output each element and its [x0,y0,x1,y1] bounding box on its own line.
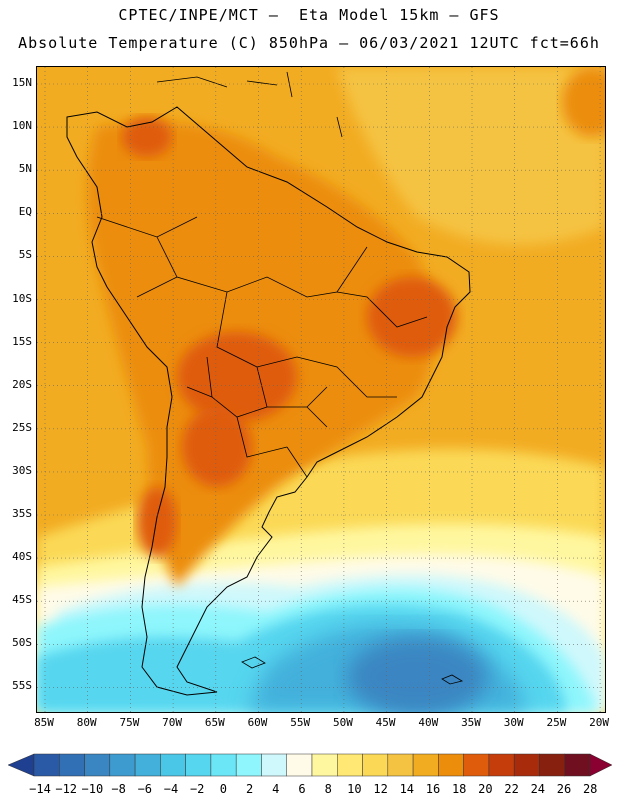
lat-label: EQ [18,205,32,219]
lon-label: 40W [418,716,439,729]
temperature-field [37,67,605,712]
colorbar-tick-label: 28 [582,782,598,796]
colorbar-tick-label: −14 [29,782,51,796]
colorbar-tick-label: 24 [530,782,546,796]
field-cold-core [347,637,487,712]
south-georgia [441,674,464,685]
graticule [37,67,605,712]
lat-label: 5S [18,248,32,262]
colorbar-segment [210,753,237,777]
lon-label: 35W [461,716,481,729]
lat-label: 25S [12,420,32,434]
field-hot-colombia [122,117,172,157]
chart-title-line1: CPTEC/INPE/MCT – Eta Model 15km – GFS [118,6,500,24]
chart-title-line2: Absolute Temperature (C) 850hPa – 06/03/… [18,34,600,52]
colorbar-tick-label: 22 [504,782,519,796]
lon-label: 25W [546,716,567,729]
lon-label: 30W [503,716,524,729]
colorbar-tick-label: 8 [324,782,332,796]
field-hot-chaco [177,332,297,422]
lon-label: 70W [162,716,183,729]
colorbar-segment [160,753,186,777]
colorbar-tick-label: 16 [425,782,441,796]
lat-label: 10S [12,291,32,305]
lon-label: 85W [34,716,54,729]
lon-label: 60W [247,716,268,729]
field-ocean-ne [337,67,605,245]
lat-label: 20S [12,377,32,391]
lat-label: 50S [12,636,32,650]
lon-label: 20W [589,716,610,729]
lon-label: 65W [204,716,225,729]
colorbar-tick-label: −10 [81,782,104,796]
colorbar-segment [84,753,111,777]
colorbar-tick-label: 14 [399,782,415,796]
colorbar-tick-label: −8 [111,782,126,796]
field-hot-andes [137,487,177,557]
colorbar-tick-label: 4 [272,782,280,796]
colorbar-segment [463,753,490,777]
colorbar-min-arrow [7,753,35,777]
colorbar-segment [488,753,515,777]
colorbar-segment [109,753,136,777]
colorbar-tick-label: −4 [163,782,179,796]
colorbar-segment [438,753,464,777]
colorbar-segment [286,753,313,777]
colorbar-tick-label: −6 [137,782,153,796]
colorbar-segment [362,753,389,777]
lon-label: 50W [332,716,353,729]
colorbar-segment [59,753,85,777]
colorbar-segment [513,753,540,777]
lat-label: 10N [12,119,32,133]
coastline-south-america [66,106,471,696]
field-hot-argentina [182,407,252,487]
colorbar-segment [185,753,212,777]
lon-label: 80W [76,716,97,729]
colorbar-segment [337,753,363,777]
colorbar-segment [235,753,262,777]
lat-label: 15N [12,76,32,89]
lon-label: 75W [119,716,140,729]
colorbar-segment [134,753,161,777]
colorbar-tick-label: −2 [189,782,205,796]
lat-label: 35S [12,507,32,520]
colorbar-tick-label: 0 [219,782,227,796]
lon-label: 55W [290,716,311,729]
colorbar-tick-label: 6 [298,782,306,796]
colorbar-tick-label: 2 [245,782,254,796]
field-hot-ne-brazil [367,277,457,357]
colorbar-tick-label: 26 [556,782,572,796]
colorbar-segment [33,753,60,777]
colorbar-segment [261,753,287,777]
colorbar-segment [387,753,414,777]
lon-label: 45W [375,716,396,729]
colorbar-segment [564,753,591,777]
lat-label: 40S [12,550,32,564]
colorbar-segment [311,753,338,777]
colorbar-max-arrow [589,753,613,777]
lat-label: 45S [12,593,32,607]
country-borders [96,216,428,478]
lat-label: 30S [12,463,32,477]
lat-label: 15S [12,334,32,348]
lat-label: 5N [18,162,32,176]
colorbar-segment [412,753,439,777]
lat-label: 55S [12,679,32,693]
falkland-islands [241,656,266,669]
colorbar-tick-label: 10 [347,782,362,796]
colorbar-tick-label: 12 [373,782,388,796]
colorbar-tick-label: −12 [55,782,78,796]
colorbar [7,753,613,777]
colorbar-tick-label: 20 [478,782,493,796]
map-panel [36,66,606,713]
colorbar-segment [539,753,565,777]
caribbean-islands [156,71,343,138]
colorbar-tick-label: 18 [451,782,467,796]
field-hot-ne [562,67,605,137]
